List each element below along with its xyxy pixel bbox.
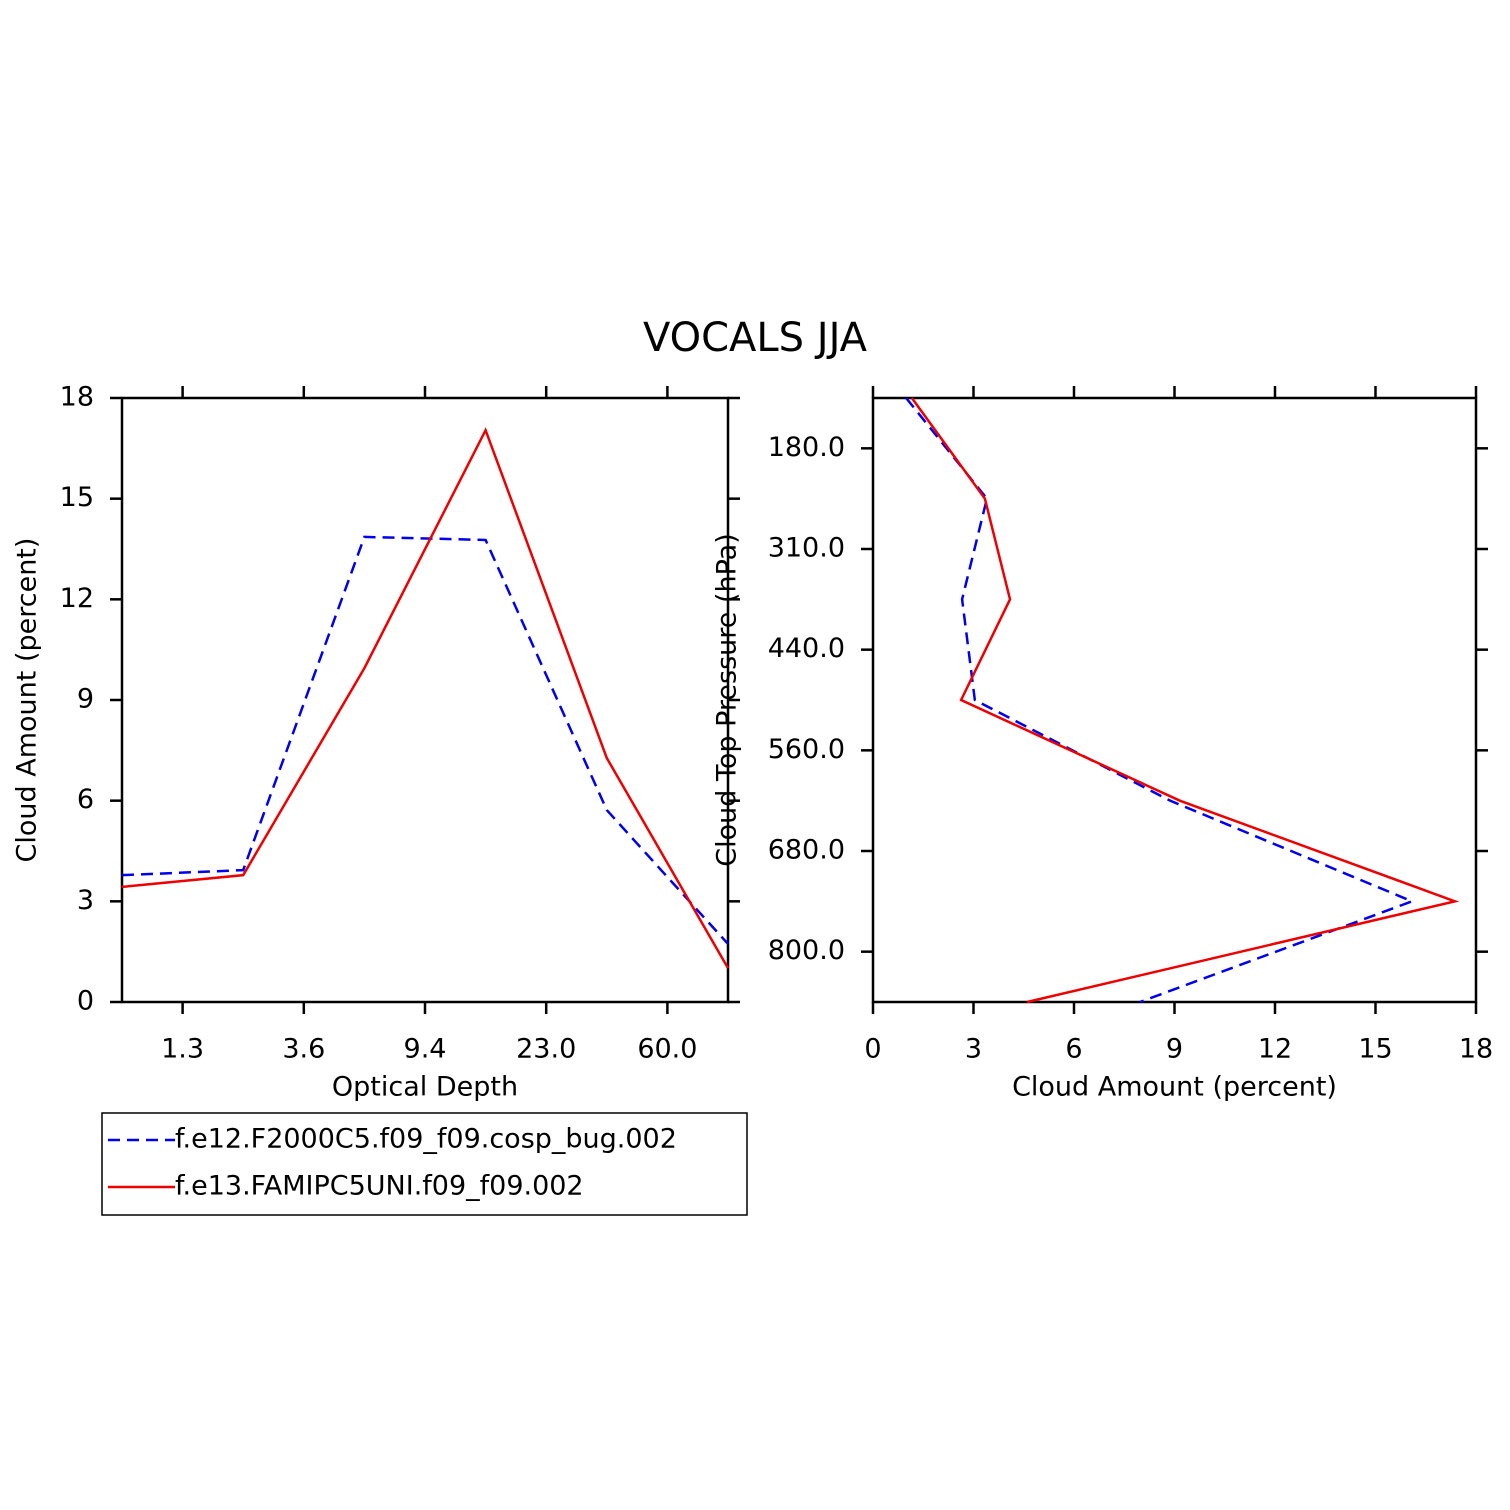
x-tick-label: 12 <box>1258 1034 1292 1065</box>
legend-label: f.e12.F2000C5.f09_f09.cosp_bug.002 <box>175 1124 677 1155</box>
x-tick-label: 9.4 <box>404 1034 447 1065</box>
y-tick-label: 310.0 <box>768 533 845 564</box>
y-tick-label: 680.0 <box>768 835 845 866</box>
figure-title: VOCALS JJA <box>643 315 868 361</box>
y-tick-label: 800.0 <box>768 935 845 966</box>
y-tick-label: 9 <box>77 684 94 715</box>
x-tick-label: 18 <box>1459 1034 1493 1065</box>
x-tick-label: 3 <box>965 1034 982 1065</box>
x-tick-label: 3.6 <box>282 1034 325 1065</box>
x-tick-label: 9 <box>1166 1034 1183 1065</box>
y-tick-label: 440.0 <box>768 633 845 664</box>
y-axis-label: Cloud Top Pressure (hPa) <box>712 533 743 867</box>
x-tick-label: 1.3 <box>161 1034 204 1065</box>
x-tick-label: 0 <box>864 1034 881 1065</box>
legend-box <box>101 1112 748 1216</box>
series-line <box>910 397 1460 1004</box>
legend-label: f.e13.FAMIPC5UNI.f09_f09.002 <box>175 1171 584 1202</box>
series-line <box>905 397 1416 1004</box>
y-tick-label: 12 <box>60 583 94 614</box>
x-tick-label: 23.0 <box>516 1034 576 1065</box>
y-axis-label: Cloud Amount (percent) <box>12 538 43 863</box>
y-tick-label: 0 <box>77 986 94 1017</box>
x-tick-label: 60.0 <box>637 1034 697 1065</box>
y-tick-label: 180.0 <box>768 432 845 463</box>
plot-frame <box>120 396 730 1004</box>
x-tick-label: 15 <box>1358 1034 1392 1065</box>
x-tick-label: 6 <box>1065 1034 1082 1065</box>
y-tick-label: 560.0 <box>768 734 845 765</box>
series-line <box>121 535 729 945</box>
y-tick-label: 15 <box>60 482 94 513</box>
x-axis-label: Cloud Amount (percent) <box>1012 1072 1337 1103</box>
y-tick-label: 3 <box>77 885 94 916</box>
series-line <box>121 427 730 969</box>
y-tick-label: 6 <box>77 784 94 815</box>
y-tick-label: 18 <box>60 382 94 413</box>
x-axis-label: Optical Depth <box>332 1072 518 1103</box>
